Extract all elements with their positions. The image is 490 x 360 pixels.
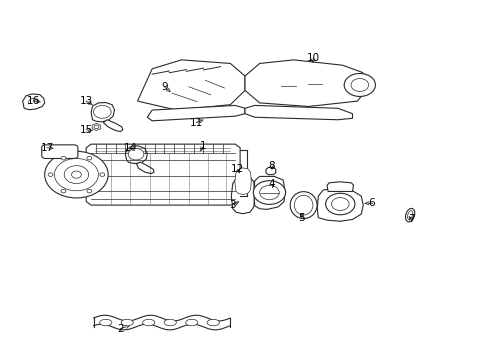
Polygon shape [327,182,353,192]
Ellipse shape [186,319,198,326]
Circle shape [100,173,105,176]
Text: 17: 17 [41,143,54,153]
Text: 4: 4 [269,179,275,189]
FancyBboxPatch shape [42,145,78,158]
Text: 2: 2 [117,324,123,334]
Text: 5: 5 [298,213,304,222]
Text: 6: 6 [369,198,375,208]
Polygon shape [86,144,240,205]
Circle shape [61,189,66,193]
Text: 11: 11 [190,118,203,128]
Polygon shape [103,120,123,132]
Circle shape [54,158,98,191]
Circle shape [72,171,81,178]
Circle shape [344,73,375,96]
Ellipse shape [99,319,112,326]
Text: 3: 3 [229,200,236,210]
Text: 14: 14 [123,143,137,153]
Polygon shape [23,94,45,110]
Polygon shape [235,174,246,182]
Text: 1: 1 [200,141,207,151]
Circle shape [331,198,349,211]
Ellipse shape [164,319,176,326]
Polygon shape [125,146,147,163]
Polygon shape [254,176,285,210]
Circle shape [61,156,66,160]
Polygon shape [266,167,276,175]
Polygon shape [147,105,245,121]
Polygon shape [138,60,245,110]
Circle shape [260,185,279,200]
Circle shape [253,181,286,204]
Ellipse shape [143,319,155,326]
Text: 7: 7 [408,215,415,224]
Polygon shape [245,105,352,120]
Polygon shape [91,103,115,122]
Text: 9: 9 [161,82,168,92]
Polygon shape [235,168,251,194]
Text: 10: 10 [307,53,320,63]
Circle shape [45,151,108,198]
Ellipse shape [294,195,313,215]
Circle shape [128,148,144,160]
Circle shape [64,166,89,184]
Polygon shape [92,123,100,131]
Text: 15: 15 [79,125,93,135]
Ellipse shape [408,211,413,220]
Circle shape [94,125,99,129]
Circle shape [326,193,355,215]
Ellipse shape [406,208,415,222]
Text: 16: 16 [27,96,41,106]
Polygon shape [137,162,154,174]
Polygon shape [231,176,255,214]
Text: 12: 12 [231,164,245,174]
Text: 13: 13 [79,96,93,106]
Polygon shape [245,60,372,107]
Circle shape [94,105,111,118]
Polygon shape [318,188,363,221]
Ellipse shape [290,192,317,219]
Ellipse shape [207,319,220,326]
Ellipse shape [121,319,133,326]
Circle shape [87,156,92,160]
Circle shape [48,173,53,176]
Circle shape [87,189,92,193]
Circle shape [351,78,368,91]
Text: 8: 8 [269,161,275,171]
